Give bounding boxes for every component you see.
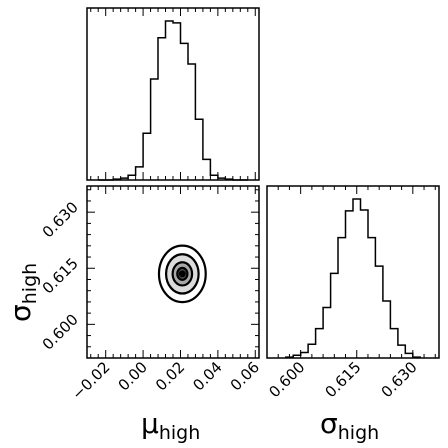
contour-ticks bbox=[87, 186, 259, 359]
y-axis-label-sigma-subscript: high bbox=[19, 263, 41, 304]
mu-high-histogram-panel bbox=[86, 7, 260, 181]
x-axis-label-sigma-high: σhigh bbox=[320, 407, 379, 444]
sigma-high-hist-tick-label-2: 0.630 bbox=[378, 358, 421, 401]
sigma-high-hist-ticks bbox=[266, 186, 436, 358]
mu-high-hist-frame bbox=[86, 7, 260, 181]
mu-high-hist-ticks bbox=[90, 8, 256, 180]
sigma-high-tick-labels: 0.600 0.615 0.630 bbox=[39, 198, 82, 353]
sigma-high-tick-label-1: 0.615 bbox=[39, 254, 82, 297]
sigma-high-histogram bbox=[284, 198, 422, 358]
mu-high-tick-label-2: 0.02 bbox=[152, 358, 188, 394]
mu-high-tick-labels: −0.02 0.00 0.02 0.04 0.06 bbox=[68, 358, 263, 403]
mu-high-tick-label-4: 0.06 bbox=[227, 358, 263, 394]
mu-high-tick-label-0: −0.02 bbox=[68, 358, 113, 403]
x-axis-label-mu-symbol: μ bbox=[141, 407, 159, 440]
sigma-high-histogram-panel: 0.600 0.615 0.630 σhigh bbox=[265, 185, 440, 444]
y-axis-label-sigma-high: σhigh bbox=[4, 263, 41, 322]
x-axis-label-sigma-symbol: σ bbox=[320, 407, 338, 440]
sigma-high-tick-label-0: 0.600 bbox=[39, 310, 82, 353]
x-axis-label-mu-high: μhigh bbox=[141, 407, 200, 444]
mu-high-tick-label-1: 0.00 bbox=[115, 358, 151, 394]
mu-high-tick-label-3: 0.04 bbox=[189, 358, 225, 394]
sigma-high-hist-tick-label-1: 0.615 bbox=[321, 358, 364, 401]
y-axis-label-sigma-symbol: σ bbox=[4, 304, 37, 322]
sigma-high-hist-frame bbox=[266, 185, 440, 359]
contour-center-marker bbox=[178, 270, 186, 278]
sigma-high-hist-tick-labels: 0.600 0.615 0.630 bbox=[265, 358, 420, 401]
mu-high-histogram bbox=[98, 20, 248, 181]
x-axis-label-sigma-subscript: high bbox=[338, 422, 379, 444]
sigma-high-hist-tick-label-0: 0.600 bbox=[265, 358, 308, 401]
x-axis-label-mu-subscript: high bbox=[159, 422, 200, 444]
sigma-high-tick-label-2: 0.630 bbox=[39, 198, 82, 241]
